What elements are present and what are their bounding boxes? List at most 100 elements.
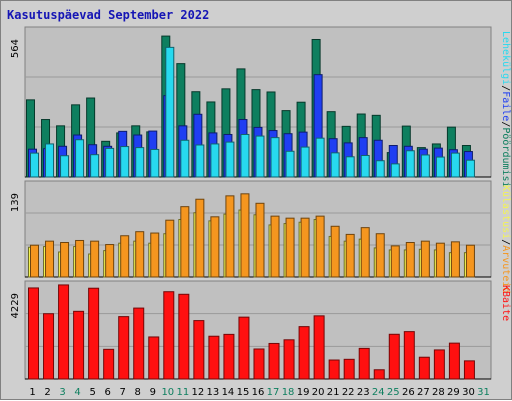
bar-requests-lehek-lgi-16 <box>255 135 265 178</box>
day-label-12: 12 <box>192 387 205 398</box>
chart-title: Kasutuspäevad September 2022 <box>7 8 209 22</box>
bar-requests-lehek-lgi-11 <box>180 139 190 178</box>
bar-visits-arvuteid-16 <box>255 202 265 278</box>
bar-kbytes-kbaite-27 <box>418 356 430 380</box>
day-label-19: 19 <box>297 387 310 398</box>
bar-visits-arvuteid-26 <box>405 242 415 278</box>
day-label-31: 31 <box>477 387 490 398</box>
day-label-24: 24 <box>372 387 385 398</box>
bar-kbytes-kbaite-26 <box>403 331 415 380</box>
bar-requests-lehek-lgi-3 <box>60 155 70 178</box>
bar-kbytes-kbaite-10 <box>163 291 175 380</box>
bar-kbytes-kbaite-1 <box>28 287 39 380</box>
bar-requests-lehek-lgi-28 <box>435 156 445 178</box>
bar-requests-lehek-lgi-27 <box>420 154 430 178</box>
bar-kbytes-kbaite-4 <box>73 310 85 380</box>
bar-visits-arvuteid-1 <box>30 244 39 278</box>
day-label-26: 26 <box>402 387 415 398</box>
day-label-6: 6 <box>104 387 110 398</box>
bar-kbytes-kbaite-28 <box>433 349 445 380</box>
legend-requests: Lehekülgi/Faile/Pöördumisi <box>500 31 511 188</box>
legend-kbytes: KBaite <box>500 285 511 321</box>
legend-item: Faile <box>500 91 511 121</box>
day-label-17: 17 <box>267 387 280 398</box>
y-max-label: 4229 <box>10 293 21 318</box>
day-label-11: 11 <box>176 387 189 398</box>
day-axis: 1 2 3 4 5 6 7 8 9 10 11 12 13 14 15 16 17 18 19 20 21 22 23 24 2… <box>29 387 490 398</box>
bar-visits-arvuteid-15 <box>240 193 250 278</box>
day-label-29: 29 <box>447 387 460 398</box>
bar-kbytes-kbaite-6 <box>103 348 115 380</box>
bar-visits-arvuteid-28 <box>435 242 445 278</box>
bar-visits-arvuteid-30 <box>465 244 475 278</box>
day-label-30: 30 <box>462 387 475 398</box>
day-label-28: 28 <box>432 387 445 398</box>
legend-item: Lehekülgi <box>500 31 511 85</box>
bar-requests-lehek-lgi-21 <box>330 152 340 178</box>
bar-visits-arvuteid-27 <box>420 240 430 278</box>
bar-visits-arvuteid-9 <box>150 232 160 278</box>
bar-requests-lehek-lgi-18 <box>285 150 295 178</box>
bar-kbytes-kbaite-23 <box>358 347 370 380</box>
bar-kbytes-kbaite-18 <box>283 339 295 380</box>
bar-kbytes-kbaite-2 <box>43 313 55 380</box>
bar-kbytes-kbaite-8 <box>133 307 145 380</box>
bar-requests-lehek-lgi-8 <box>135 147 145 178</box>
day-label-25: 25 <box>387 387 400 398</box>
bar-visits-arvuteid-7 <box>120 235 130 278</box>
day-label-1: 1 <box>29 387 35 398</box>
bar-visits-arvuteid-17 <box>270 215 280 278</box>
day-label-10: 10 <box>161 387 174 398</box>
bar-kbytes-kbaite-3 <box>58 284 70 380</box>
legend-item: Külastusi <box>500 185 511 239</box>
bar-requests-lehek-lgi-7 <box>120 146 130 178</box>
day-label-13: 13 <box>207 387 220 398</box>
bar-kbytes-kbaite-21 <box>328 359 340 380</box>
bar-visits-arvuteid-3 <box>60 242 70 278</box>
day-label-27: 27 <box>417 387 430 398</box>
bar-visits-arvuteid-18 <box>285 217 295 278</box>
day-label-5: 5 <box>89 387 95 398</box>
bar-requests-lehek-lgi-2 <box>45 143 55 178</box>
bar-visits-arvuteid-10 <box>165 219 175 278</box>
bar-visits-arvuteid-4 <box>75 239 85 278</box>
bar-visits-arvuteid-25 <box>390 245 400 278</box>
bar-kbytes-kbaite-5 <box>88 287 100 380</box>
bar-requests-lehek-lgi-19 <box>300 146 310 178</box>
bar-kbytes-kbaite-9 <box>148 336 160 380</box>
panel-visits: 139 Külastusi/Arvuteid <box>10 180 511 293</box>
bar-visits-arvuteid-6 <box>105 244 115 278</box>
day-label-3: 3 <box>59 387 65 398</box>
bar-requests-lehek-lgi-10 <box>165 46 175 178</box>
day-label-21: 21 <box>327 387 340 398</box>
bar-kbytes-kbaite-19 <box>298 326 310 380</box>
bar-requests-lehek-lgi-14 <box>225 141 235 178</box>
bar-kbytes-kbaite-14 <box>223 333 235 380</box>
bar-requests-lehek-lgi-13 <box>210 143 220 178</box>
bar-kbytes-kbaite-13 <box>208 335 220 380</box>
bar-requests-lehek-lgi-23 <box>360 154 370 178</box>
bar-visits-arvuteid-21 <box>330 225 340 278</box>
legend-separator: / <box>500 121 511 127</box>
bar-kbytes-kbaite-15 <box>238 316 250 380</box>
bar-visits-arvuteid-19 <box>300 217 310 278</box>
bar-requests-lehek-lgi-25 <box>390 163 400 178</box>
day-label-2: 2 <box>44 387 50 398</box>
bar-kbytes-kbaite-17 <box>268 342 280 380</box>
bar-visits-arvuteid-2 <box>45 240 55 278</box>
bar-kbytes-kbaite-16 <box>253 348 265 380</box>
bar-visits-arvuteid-20 <box>315 215 325 278</box>
bar-requests-lehek-lgi-26 <box>405 150 415 178</box>
legend-visits: Külastusi/Arvuteid <box>500 185 511 293</box>
bar-visits-arvuteid-14 <box>225 195 235 278</box>
y-max-label: 139 <box>10 193 21 212</box>
bar-visits-arvuteid-11 <box>180 206 190 278</box>
legend-separator: / <box>500 85 511 91</box>
bar-requests-lehek-lgi-12 <box>195 144 205 178</box>
bar-requests-lehek-lgi-30 <box>465 159 475 178</box>
bar-visits-arvuteid-22 <box>345 233 355 278</box>
bar-requests-lehek-lgi-15 <box>240 133 250 178</box>
day-label-7: 7 <box>120 387 126 398</box>
